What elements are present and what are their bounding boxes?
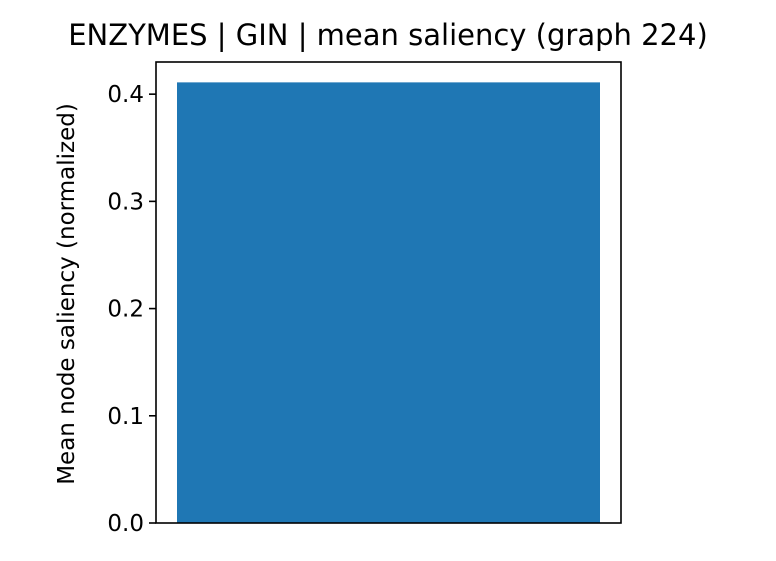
y-tick-label: 0.2: [107, 297, 144, 323]
plot-frame: [155, 61, 622, 524]
y-tick-label: 0.0: [107, 511, 144, 537]
y-ticks-group: 0.0 0.1 0.2 0.3 0.4: [107, 82, 156, 537]
bar-0: [177, 82, 600, 524]
bars-group: [177, 82, 600, 524]
chart-title: ENZYMES | GIN | mean saliency (graph 224…: [68, 18, 708, 52]
y-tick-label: 0.1: [107, 404, 144, 430]
y-tick-label: 0.4: [107, 82, 144, 108]
y-axis-label: Mean node saliency (normalized): [54, 103, 80, 485]
y-tick-label: 0.3: [107, 189, 144, 215]
